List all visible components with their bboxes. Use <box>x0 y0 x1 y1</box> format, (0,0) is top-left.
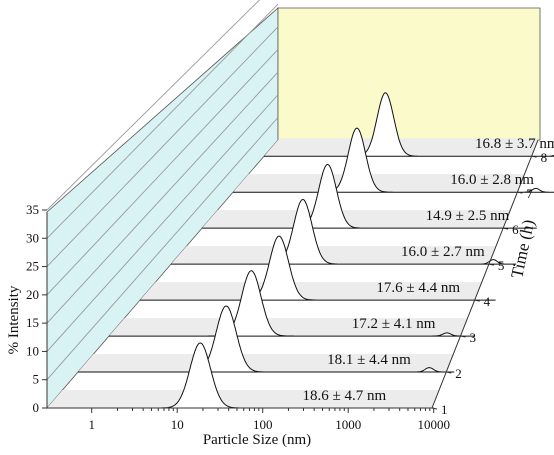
series-label-5: 16.0 ± 2.7 nm <box>401 244 485 260</box>
floor-band <box>109 318 468 337</box>
series-curve-3 <box>109 270 475 337</box>
y-gridline <box>46 117 279 381</box>
y-gridline <box>46 94 279 352</box>
series-curve-7 <box>233 127 554 193</box>
x-tick-label: 10 <box>171 417 184 432</box>
x-tick-label: 100 <box>253 417 273 432</box>
x-axis-title: Particle Size (nm) <box>203 432 311 448</box>
z-tick <box>446 371 452 374</box>
chart-walls <box>46 7 541 410</box>
series-label-8: 16.8 ± 3.7 nm <box>475 136 554 152</box>
z-tick-label: 1 <box>441 402 448 417</box>
series-label-2: 18.1 ± 4.4 nm <box>327 352 411 368</box>
z-tick-label: 3 <box>469 330 476 345</box>
series-curve-6 <box>202 164 537 229</box>
y-tick-label: 25 <box>26 259 39 274</box>
chart-floor <box>47 138 539 408</box>
z-tick-label: 8 <box>541 150 548 165</box>
y-tick-label: 20 <box>26 287 39 302</box>
x-tick-label: 1 <box>88 417 95 432</box>
z-axis-line <box>431 139 539 409</box>
z-tick <box>488 263 495 266</box>
y-gridline <box>46 26 279 267</box>
series-curve-5 <box>171 198 517 265</box>
y-gridline <box>46 0 261 211</box>
y-gridline <box>46 49 279 296</box>
z-tick-label: 2 <box>455 366 462 381</box>
z-tick-label: 7 <box>526 186 533 201</box>
series-label-3: 17.2 ± 4.1 nm <box>352 316 436 332</box>
z-tick <box>460 335 466 338</box>
left-wall <box>46 7 279 410</box>
floor-band <box>202 210 511 229</box>
series-label-6: 14.9 ± 2.5 nm <box>426 208 510 224</box>
back-wall <box>277 7 541 141</box>
series-label-1: 18.6 ± 4.7 nm <box>303 388 387 404</box>
series-label-4: 17.6 ± 4.4 nm <box>376 280 460 296</box>
y-tick-label: 0 <box>33 400 40 415</box>
y-tick-label: 5 <box>33 372 40 387</box>
floor-band <box>47 390 440 408</box>
floor-band <box>140 282 482 301</box>
series-label-7: 16.0 ± 2.8 nm <box>450 172 534 188</box>
z-tick <box>474 299 480 302</box>
z-tick-label: 4 <box>484 294 491 309</box>
z-tick <box>531 155 537 158</box>
y-tick-label: 35 <box>26 202 39 217</box>
y-axis-title: % Intensity <box>6 285 22 354</box>
floor-band <box>78 354 454 373</box>
z-tick-label: 5 <box>498 258 505 273</box>
series-curve-2 <box>78 305 455 373</box>
y-gridline <box>46 3 279 239</box>
floor-band <box>233 174 525 193</box>
floor-band <box>171 246 497 265</box>
x-tick-label: 10000 <box>417 417 450 432</box>
y-tick-label: 30 <box>26 230 39 245</box>
y-tick-label: 15 <box>26 315 39 330</box>
series-curve-8 <box>264 92 554 157</box>
z-tick <box>517 191 523 194</box>
z-tick <box>431 407 438 410</box>
y-tick-label: 10 <box>26 343 39 358</box>
series-curves <box>47 92 554 409</box>
z-tick-label: 6 <box>512 222 519 237</box>
series-curve-4 <box>140 235 496 301</box>
z-tick <box>503 227 509 230</box>
y-gridline <box>46 71 279 324</box>
x-tick-label: 1000 <box>335 417 361 432</box>
chart-labels: 16.8 ± 3.7 nm 16.0 ± 2.8 nm 14.9 ± 2.5 nm 1… <box>303 136 554 404</box>
